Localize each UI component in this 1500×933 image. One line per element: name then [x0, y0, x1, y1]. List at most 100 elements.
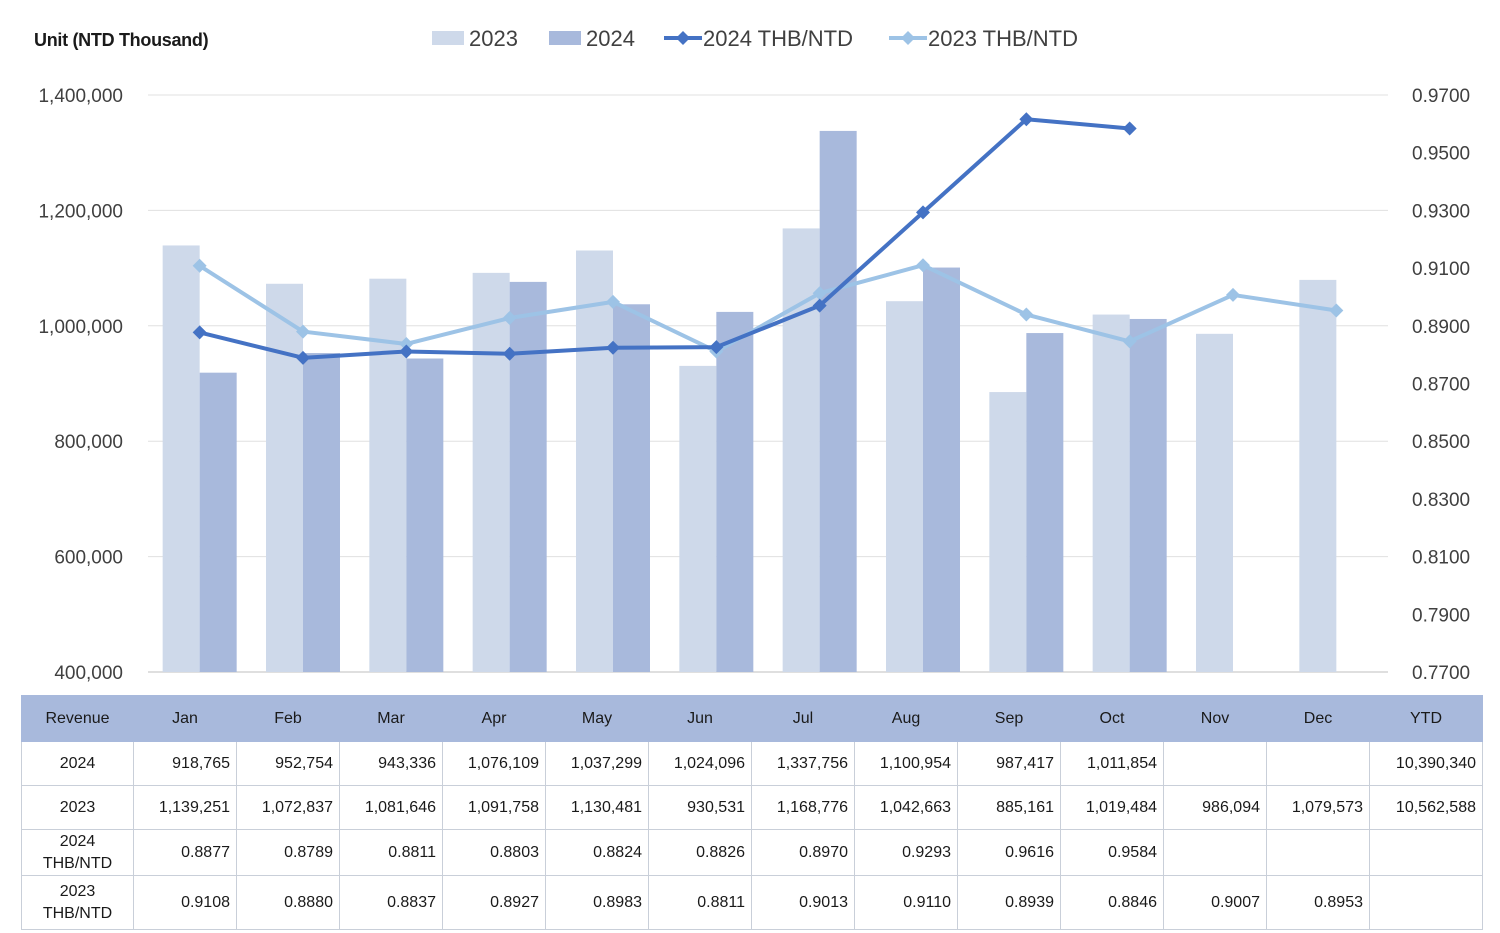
table-cell: 0.8824 — [545, 829, 649, 876]
marker-2024-thb-ntd — [1019, 112, 1034, 127]
y2-tick-label: 0.9100 — [1412, 259, 1470, 280]
marker-2023-thb-ntd — [1122, 334, 1137, 349]
y2-tick-label: 0.8500 — [1412, 432, 1470, 453]
table-cell: 943,336 — [339, 741, 443, 786]
legend-label: 2023 THB/NTD — [928, 26, 1078, 51]
table-row-label: 2024 — [21, 741, 134, 786]
table-cell: 0.9616 — [957, 829, 1061, 876]
revenue-chart: 400,000 600,000 800,000 1,000,000 1,200,000 1… — [38, 26, 1470, 684]
table-cell: 987,417 — [957, 741, 1061, 786]
bar-2024-jul — [819, 130, 857, 672]
y2-tick-label: 0.8900 — [1412, 317, 1470, 338]
y2-tick-label: 0.8300 — [1412, 490, 1470, 511]
bar-2023-jun — [679, 365, 717, 672]
table-cell: 0.8927 — [442, 875, 546, 930]
table-cell: 0.8846 — [1060, 875, 1164, 930]
table-header-cell: Apr — [442, 695, 546, 742]
table-row-label: 2023 — [21, 785, 134, 830]
table-header-cell: Feb — [236, 695, 340, 742]
y2-tick-label: 0.8100 — [1412, 548, 1470, 569]
table-cell: 0.9293 — [854, 829, 958, 876]
table-cell: 1,168,776 — [751, 785, 855, 830]
bar-2023-nov — [1196, 333, 1233, 672]
axes: 400,000 600,000 800,000 1,000,000 1,200,000 1… — [38, 86, 1470, 684]
marker-2023-thb-ntd — [502, 311, 517, 326]
exchange-rate-lines — [192, 112, 1344, 365]
line-2024-thb-ntd — [199, 117, 1130, 360]
table-cell: 0.8939 — [957, 875, 1061, 930]
bar-2023-mar — [369, 278, 407, 672]
y-tick-label: 1,000,000 — [38, 317, 123, 338]
table-header-cell: Dec — [1266, 695, 1370, 742]
unit-label: Unit (NTD Thousand) — [34, 30, 209, 50]
marker-2023-thb-ntd — [812, 286, 827, 301]
table-header-cell: Aug — [854, 695, 958, 742]
table-row-label: 2024 THB/NTD — [21, 829, 134, 876]
table-header-cell: YTD — [1369, 695, 1483, 742]
marker-2024-thb-ntd — [399, 344, 414, 359]
table-cell: 0.8826 — [648, 829, 752, 876]
table-cell — [1369, 829, 1483, 876]
y2-tick-label: 0.8700 — [1412, 375, 1470, 396]
table-row: 2023 THB/NTD 0.9108 0.8880 0.8837 0.8927 0.89… — [21, 875, 1483, 930]
table-cell: 0.8953 — [1266, 875, 1370, 930]
y2-tick-label: 0.9500 — [1412, 144, 1470, 165]
table-cell: 1,091,758 — [442, 785, 546, 830]
table-cell: 1,024,096 — [648, 741, 752, 786]
table-header-cell: Sep — [957, 695, 1061, 742]
table-cell: 0.8983 — [545, 875, 649, 930]
marker-2024-thb-ntd — [709, 340, 724, 355]
table-cell: 1,019,484 — [1060, 785, 1164, 830]
table-cell: 885,161 — [957, 785, 1061, 830]
y2-tick-label: 0.7700 — [1412, 663, 1470, 684]
bar-2024-apr — [509, 281, 547, 672]
marker-2024-thb-ntd — [916, 205, 930, 220]
legend: 2023 2024 2024 THB/NTD 2023 THB/NTD — [432, 26, 1078, 51]
y-tick-label: 1,200,000 — [38, 201, 123, 222]
bar-2024-sep — [1026, 333, 1064, 672]
marker-2024-thb-ntd — [192, 325, 207, 340]
table-cell: 1,130,481 — [545, 785, 649, 830]
y2-tick-label: 0.9700 — [1412, 86, 1470, 107]
table-cell: 0.8877 — [133, 829, 237, 876]
table-cell: 1,072,837 — [236, 785, 340, 830]
table-cell: 0.8837 — [339, 875, 443, 930]
marker-2023-thb-ntd — [606, 294, 620, 309]
marker-2024-thb-ntd — [502, 346, 517, 361]
table-cell: 0.8789 — [236, 829, 340, 876]
table-cell: 986,094 — [1163, 785, 1267, 830]
bar-2023-dec — [1299, 279, 1337, 672]
table-cell: 1,042,663 — [854, 785, 958, 830]
table-cell — [1369, 875, 1483, 930]
y2-tick-label: 0.7900 — [1412, 605, 1470, 626]
table-cell — [1163, 829, 1267, 876]
y-tick-label: 600,000 — [54, 548, 123, 569]
revenue-table: Revenue Jan Feb Mar Apr May Jun Jul Aug Sep Oct Nov… — [21, 695, 1483, 930]
bar-2024-oct — [1129, 318, 1167, 672]
bar-2023-oct — [1092, 314, 1130, 672]
table-cell — [1266, 829, 1370, 876]
table-cell: 1,100,954 — [854, 741, 958, 786]
y-tick-label: 1,400,000 — [38, 86, 123, 107]
legend-label: 2023 — [469, 26, 518, 51]
table-cell: 1,337,756 — [751, 741, 855, 786]
marker-2024-thb-ntd — [606, 340, 620, 355]
bar-2023-jan — [162, 245, 200, 672]
table-header-cell: Jul — [751, 695, 855, 742]
marker-2023-thb-ntd — [192, 258, 207, 273]
table-header-cell: Oct — [1060, 695, 1164, 742]
table-cell: 1,139,251 — [133, 785, 237, 830]
table-header-cell: Mar — [339, 695, 443, 742]
table-header-cell: Jun — [648, 695, 752, 742]
legend-marker — [901, 31, 915, 45]
marker-2023-thb-ntd — [1019, 307, 1034, 322]
table-cell: 0.9108 — [133, 875, 237, 930]
table-cell: 0.9584 — [1060, 829, 1164, 876]
table-cell: 0.8811 — [648, 875, 752, 930]
table-cell: 930,531 — [648, 785, 752, 830]
bar-2023-feb — [266, 283, 303, 672]
bars — [162, 130, 1337, 673]
table-cell — [1266, 741, 1370, 786]
marker-2023-thb-ntd — [916, 258, 930, 273]
table-cell: 1,076,109 — [442, 741, 546, 786]
